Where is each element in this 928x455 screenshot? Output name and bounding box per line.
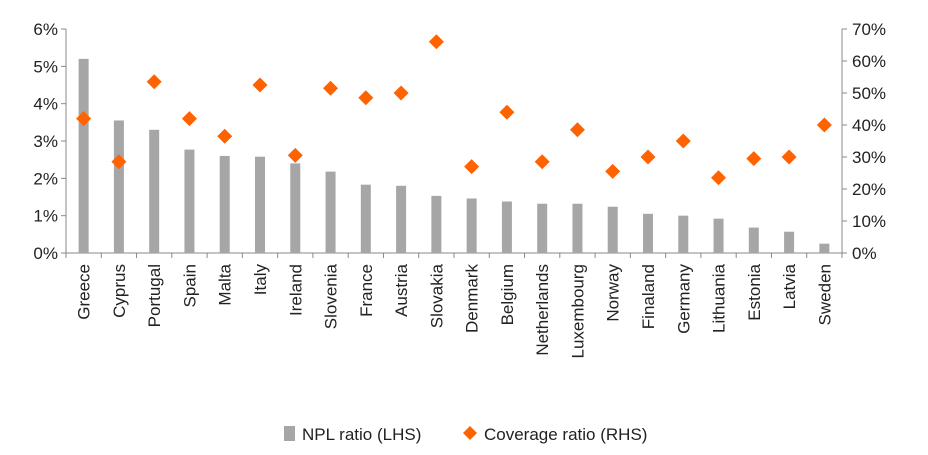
legend-swatch-npl: [284, 426, 295, 441]
npl-bar-greece: [78, 58, 89, 253]
coverage-point-norway: [605, 163, 621, 179]
npl-bar-portugal: [149, 129, 160, 253]
left-tick-label: 1%: [33, 207, 58, 226]
category-label: Sweden: [815, 264, 834, 325]
npl-bar-denmark: [466, 198, 477, 253]
category-label: Portugal: [145, 264, 164, 327]
npl-bar-spain: [184, 149, 195, 253]
legend: NPL ratio (LHS) Coverage ratio (RHS): [284, 425, 647, 444]
coverage-points: [76, 34, 832, 186]
npl-bar-cyprus: [113, 120, 124, 253]
npl-bar-ireland: [290, 163, 301, 253]
coverage-point-cyprus: [111, 154, 127, 170]
npl-bar-latvia: [784, 231, 795, 253]
category-label: Belgium: [498, 264, 517, 325]
left-tick-label: 0%: [33, 244, 58, 263]
category-label: Italy: [251, 264, 270, 296]
category-label: Denmark: [463, 264, 482, 333]
coverage-point-netherlands: [534, 154, 550, 170]
coverage-point-italy: [252, 77, 268, 93]
coverage-point-ireland: [287, 147, 303, 163]
left-y-axis: 0% 1% 2% 3% 4% 5% 6%: [33, 20, 66, 263]
coverage-point-belgium: [499, 104, 515, 120]
npl-bar-norway: [607, 206, 618, 253]
category-label: Netherlands: [533, 264, 552, 356]
coverage-point-finaland: [640, 149, 656, 165]
npl-bar-estonia: [748, 227, 759, 253]
npl-bar-austria: [396, 185, 407, 253]
right-tick-label: 0%: [852, 244, 877, 263]
coverage-point-estonia: [746, 151, 762, 167]
npl-bar-netherlands: [537, 203, 548, 253]
category-label: Slovenia: [322, 263, 341, 329]
category-label: Greece: [75, 264, 94, 320]
npl-bar-slovakia: [431, 195, 442, 253]
npl-bar-slovenia: [325, 171, 336, 253]
npl-bar-sweden: [819, 243, 830, 253]
left-tick-label: 3%: [33, 132, 58, 151]
right-tick-label: 10%: [852, 212, 886, 231]
coverage-point-spain: [181, 111, 197, 127]
coverage-point-denmark: [464, 159, 480, 175]
npl-bar-finaland: [643, 213, 653, 253]
right-tick-label: 70%: [852, 20, 886, 39]
right-tick-label: 50%: [852, 84, 886, 103]
legend-label-npl: NPL ratio (LHS): [302, 425, 421, 444]
category-label: Austria: [392, 263, 411, 316]
npl-bar-france: [360, 184, 371, 253]
category-labels: Greece Cyprus Portugal Spain Malta Italy Irela…: [75, 263, 835, 358]
left-tick-label: 4%: [33, 95, 58, 114]
category-label: Slovakia: [427, 263, 446, 328]
category-label: Germany: [674, 264, 693, 334]
category-label: France: [357, 264, 376, 317]
plot-frame: [65, 29, 843, 258]
category-label: Norway: [604, 264, 623, 322]
npl-bar-malta: [219, 155, 230, 253]
right-tick-label: 60%: [852, 52, 886, 71]
category-label: Latvia: [780, 263, 799, 309]
left-tick-label: 5%: [33, 57, 58, 76]
npl-bars: [78, 58, 830, 253]
category-label: Ireland: [286, 264, 305, 316]
category-label: Luxembourg: [568, 264, 587, 359]
npl-bar-luxembourg: [572, 203, 583, 253]
right-y-axis: 0% 10% 20% 30% 40% 50% 60% 70%: [842, 20, 886, 263]
npl-bar-lithuania: [713, 218, 724, 253]
coverage-point-portugal: [146, 74, 162, 90]
coverage-point-malta: [217, 128, 233, 144]
left-tick-label: 2%: [33, 169, 58, 188]
coverage-point-france: [358, 90, 374, 106]
coverage-point-sweden: [816, 117, 832, 133]
category-label: Finaland: [639, 264, 658, 329]
left-tick-label: 6%: [33, 20, 58, 39]
coverage-point-austria: [393, 85, 409, 101]
coverage-point-slovenia: [323, 80, 339, 96]
legend-swatch-coverage: [463, 426, 477, 440]
coverage-point-slovakia: [428, 34, 444, 50]
npl-bar-italy: [255, 156, 265, 253]
category-label: Malta: [216, 263, 235, 305]
npl-bar-belgium: [501, 201, 512, 253]
category-label: Lithuania: [710, 263, 729, 333]
legend-label-coverage: Coverage ratio (RHS): [484, 425, 647, 444]
right-tick-label: 20%: [852, 180, 886, 199]
coverage-point-luxembourg: [569, 122, 585, 138]
coverage-point-latvia: [781, 149, 797, 165]
category-label: Estonia: [745, 263, 764, 320]
right-tick-label: 40%: [852, 116, 886, 135]
coverage-point-lithuania: [711, 170, 727, 186]
right-tick-label: 30%: [852, 148, 886, 167]
npl-bar-germany: [678, 215, 689, 253]
coverage-point-greece: [76, 111, 92, 127]
category-label: Cyprus: [110, 264, 129, 318]
category-label: Spain: [180, 264, 199, 307]
coverage-point-germany: [675, 133, 691, 149]
